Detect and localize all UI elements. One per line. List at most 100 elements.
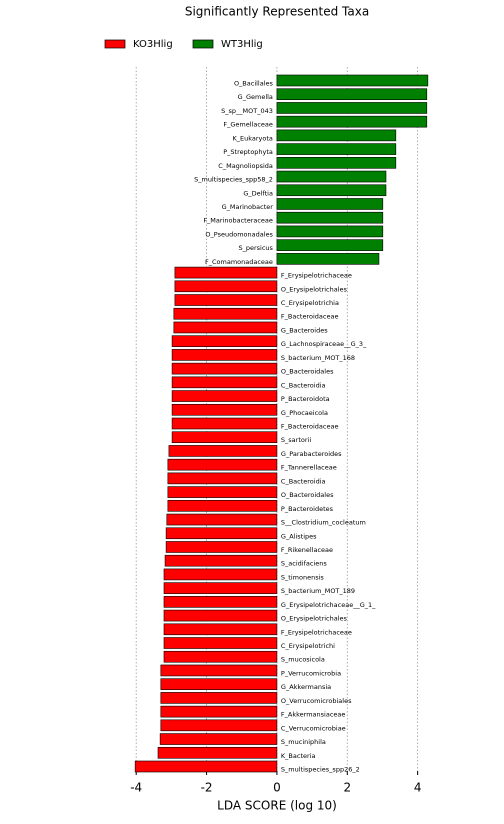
category-label: C_Bacteroidia <box>281 477 326 485</box>
category-label: O_Bacillales <box>234 80 274 88</box>
x-tick-label: 2 <box>343 781 351 795</box>
category-label: C_Bacteroidia <box>281 381 326 389</box>
bar <box>165 527 278 540</box>
category-label: O_Pseudomonadales <box>205 230 273 238</box>
bar <box>276 88 428 101</box>
category-label: P_Verrucomicrobia <box>281 669 341 677</box>
category-label: K_Eukaryota <box>233 134 273 142</box>
category-label: F_Marinobacteraceae <box>203 217 273 225</box>
category-label: F_Comamonadaceae <box>205 258 273 266</box>
category-label: F_Akkermansiaceae <box>281 711 345 719</box>
bar <box>276 239 384 251</box>
bar <box>276 115 428 128</box>
category-label: S_timonensis <box>281 573 324 581</box>
bar <box>157 746 278 759</box>
bar <box>163 623 278 636</box>
bar <box>160 719 278 732</box>
category-label: F_Bacteroidaceae <box>281 423 339 431</box>
category-label: G_Lachnospiraceae__G_3_ <box>281 340 367 348</box>
bar <box>163 609 278 622</box>
x-axis-label: LDA SCORE (log 10) <box>217 799 337 813</box>
bar <box>171 403 278 416</box>
category-label: S_multispecies_spp26_2 <box>281 766 360 774</box>
category-label: O_Erysipelotrichales <box>281 615 348 623</box>
bar <box>167 500 278 512</box>
bar <box>165 541 278 553</box>
bar <box>276 253 380 265</box>
bar <box>276 143 397 155</box>
bar <box>159 733 278 745</box>
category-label: F_Gemellaceae <box>223 121 273 129</box>
category-label: F_Tannerellaceae <box>281 464 337 472</box>
x-tick-label: 0 <box>273 781 281 795</box>
bar <box>174 266 278 279</box>
bar <box>171 335 278 347</box>
category-label: C_Magnoliopsida <box>218 162 273 170</box>
category-label: O_Bacteroidales <box>281 491 334 499</box>
legend-label: KO3Hlig <box>133 39 173 50</box>
legend-swatch <box>104 39 126 49</box>
category-label: S_bacterium_MOT_168 <box>281 354 355 362</box>
bar <box>276 74 429 87</box>
category-label: C_Verrucomicrobiae <box>281 724 346 732</box>
bar <box>168 445 278 457</box>
bar <box>173 307 278 320</box>
category-label: G_Alistipes <box>281 532 317 540</box>
bar <box>163 582 278 594</box>
bar <box>171 376 278 389</box>
category-label: G_Marinobacter <box>222 203 274 211</box>
bar <box>167 458 278 471</box>
category-label: G_Bacteroides <box>281 326 328 334</box>
bar <box>276 170 387 183</box>
bar <box>163 596 278 608</box>
bar <box>163 637 278 649</box>
x-tick-label: -2 <box>201 781 213 795</box>
category-label: G_Parabacteroides <box>281 450 342 458</box>
category-label: S_persicus <box>238 244 273 252</box>
category-label: S_acidifaciens <box>281 560 327 568</box>
category-label: S_bacterium_MOT_189 <box>281 587 355 595</box>
bar <box>163 568 278 581</box>
bar <box>171 349 278 361</box>
category-label: K_Bacteria <box>281 752 316 760</box>
category-label: G_Gemella <box>238 93 273 101</box>
bar <box>160 678 278 690</box>
category-label: F_Bacteroidaceae <box>281 313 339 321</box>
bar <box>134 760 278 773</box>
category-label: F_Erysipelotrichaceae <box>281 272 352 280</box>
category-label: F_Rikenellaceae <box>281 546 333 554</box>
category-label: C_Erysipelotrichia <box>281 299 339 307</box>
bar <box>171 390 278 402</box>
bar <box>174 280 278 293</box>
category-label: G_Delftia <box>243 189 273 197</box>
bar <box>276 225 384 238</box>
bar <box>163 650 278 663</box>
category-label: S__Clostridium_cocleatum <box>281 519 366 527</box>
category-label: O_Erysipelotrichales <box>281 285 348 293</box>
category-label: S_multispecies_spp58_2 <box>194 176 273 184</box>
category-label: O_Bacteroidales <box>281 368 334 376</box>
bar <box>174 294 278 306</box>
category-label: G_Phocaeicola <box>281 409 328 417</box>
category-label: S_sartorii <box>281 436 311 444</box>
bar <box>160 692 278 704</box>
bar <box>173 321 278 334</box>
bar <box>166 513 278 526</box>
bar <box>276 157 397 169</box>
bar <box>167 486 278 498</box>
bar <box>171 362 278 375</box>
x-tick-label: -4 <box>130 781 142 795</box>
category-label: S_sp__MOT_043 <box>221 107 273 115</box>
legend-swatch <box>192 39 214 49</box>
x-tick-label: 4 <box>414 781 422 795</box>
bar <box>160 705 278 718</box>
bar <box>276 211 384 224</box>
bar <box>167 472 278 485</box>
bar <box>171 417 278 430</box>
bar <box>276 129 397 142</box>
category-label: P_Bacteroidetes <box>281 505 334 513</box>
bar <box>164 554 278 567</box>
category-label: P_Streptophyta <box>223 148 273 156</box>
bar <box>160 664 278 677</box>
